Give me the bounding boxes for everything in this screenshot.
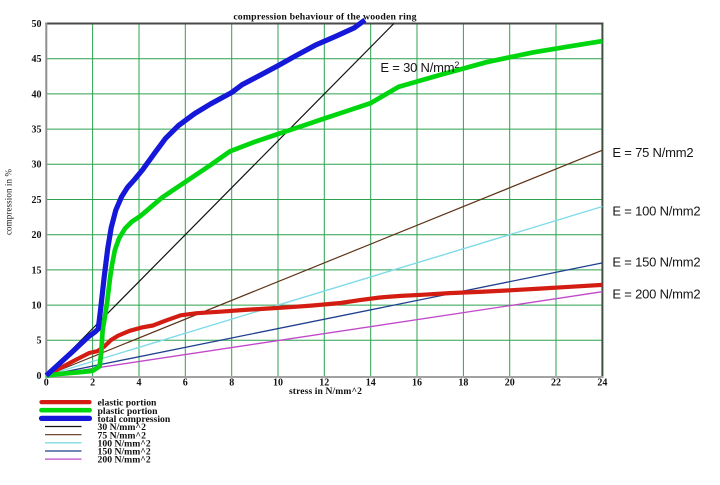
- svg-text:E = 30 N/mm2: E = 30 N/mm2: [380, 60, 459, 75]
- svg-text:total compression: total compression: [98, 414, 171, 425]
- svg-text:40: 40: [32, 89, 42, 100]
- svg-text:E = 75 N/mm2: E = 75 N/mm2: [612, 145, 693, 160]
- svg-text:20: 20: [32, 230, 42, 241]
- svg-text:100 N/mm^2: 100 N/mm^2: [98, 438, 151, 449]
- svg-text:12: 12: [319, 378, 329, 389]
- svg-text:20: 20: [505, 378, 515, 389]
- svg-text:35: 35: [32, 125, 42, 136]
- svg-text:24: 24: [597, 378, 607, 389]
- svg-text:200 N/mm^2: 200 N/mm^2: [98, 455, 151, 466]
- svg-text:75 N/mm^2: 75 N/mm^2: [98, 430, 147, 441]
- svg-text:compression behaviour of the w: compression behaviour of the wooden ring: [233, 12, 416, 23]
- svg-text:25: 25: [32, 195, 42, 206]
- svg-text:15: 15: [32, 265, 42, 276]
- svg-text:10: 10: [32, 301, 42, 312]
- svg-text:22: 22: [551, 378, 561, 389]
- svg-text:5: 5: [37, 336, 42, 347]
- svg-text:0: 0: [37, 371, 42, 382]
- svg-text:50: 50: [32, 19, 42, 30]
- svg-text:8: 8: [229, 378, 234, 389]
- svg-text:6: 6: [183, 378, 188, 389]
- svg-text:plastic portion: plastic portion: [98, 406, 159, 417]
- svg-text:0: 0: [44, 378, 49, 389]
- svg-text:10: 10: [273, 378, 283, 389]
- svg-text:16: 16: [412, 378, 422, 389]
- svg-text:45: 45: [32, 54, 42, 65]
- svg-text:2: 2: [90, 378, 95, 389]
- svg-text:150 N/mm^2: 150 N/mm^2: [98, 447, 151, 458]
- svg-text:4: 4: [137, 378, 142, 389]
- svg-text:E = 100 N/mm2: E = 100 N/mm2: [612, 204, 700, 219]
- svg-text:18: 18: [458, 378, 468, 389]
- svg-text:30 N/mm^2: 30 N/mm^2: [98, 422, 147, 433]
- svg-text:30: 30: [32, 160, 42, 171]
- svg-text:compression in %: compression in %: [4, 169, 14, 235]
- svg-text:elastic portion: elastic portion: [98, 398, 158, 409]
- svg-text:E = 150 N/mm2: E = 150 N/mm2: [612, 255, 700, 270]
- svg-text:14: 14: [366, 378, 376, 389]
- svg-text:E = 200 N/mm2: E = 200 N/mm2: [612, 287, 700, 302]
- svg-text:stress in N/mm^2: stress in N/mm^2: [289, 386, 362, 397]
